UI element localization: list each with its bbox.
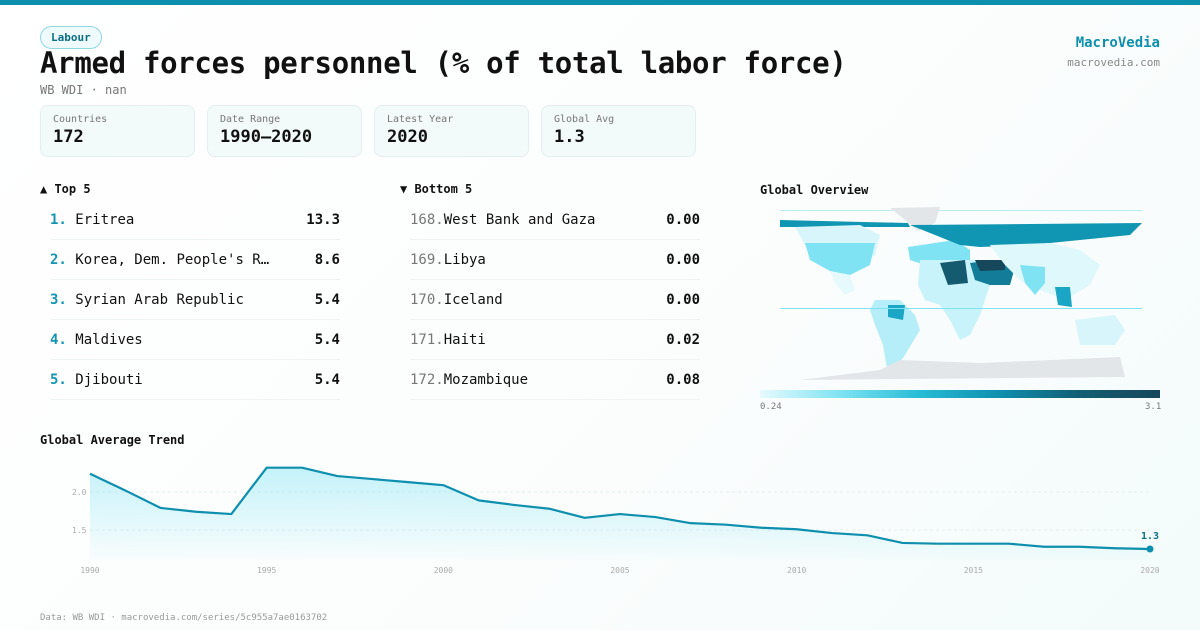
rank: 3. bbox=[50, 292, 67, 308]
country-value: 5.4 bbox=[314, 372, 340, 388]
stat-label: Countries bbox=[53, 114, 108, 125]
country-name: Haiti bbox=[443, 332, 486, 348]
rank: 169. bbox=[410, 252, 444, 268]
africa bbox=[918, 260, 990, 340]
country-value: 13.3 bbox=[306, 212, 340, 228]
x-tick-label: 1990 bbox=[80, 566, 99, 575]
country-name: Libya bbox=[443, 252, 486, 268]
syria-iraq bbox=[975, 260, 1005, 271]
trend-chart: 1.5 2.0 1990 1995 2000 2005 2010 2015 2020 1.3 bbox=[72, 466, 1160, 575]
country-value: 5.4 bbox=[314, 292, 340, 308]
stat-value: 1.3 bbox=[554, 127, 585, 147]
stat-value: 1990–2020 bbox=[220, 127, 313, 147]
country-value: 0.08 bbox=[666, 372, 700, 388]
country-value: 0.00 bbox=[666, 212, 700, 228]
stat-card-global-avg: Global Avg 1.3 bbox=[541, 105, 696, 157]
country-name: Korea, Dem. People's R… bbox=[75, 252, 270, 268]
country-name: Djibouti bbox=[75, 372, 143, 388]
rank: 170. bbox=[410, 292, 444, 308]
map-heading: Global Overview bbox=[760, 183, 869, 197]
list-item[interactable]: 3. Syrian Arab Republic 5.4 bbox=[50, 280, 340, 320]
list-item[interactable]: 172.Mozambique 0.08 bbox=[410, 360, 700, 400]
top-5-heading: ▲ Top 5 bbox=[40, 182, 91, 196]
x-tick-label: 2000 bbox=[434, 566, 453, 575]
map-artifact-line bbox=[780, 308, 1142, 309]
country-value: 8.6 bbox=[314, 252, 340, 268]
list-item[interactable]: 4. Maldives 5.4 bbox=[50, 320, 340, 360]
southeast-asia bbox=[1055, 287, 1072, 307]
rank: 4. bbox=[50, 332, 67, 348]
country-value: 5.4 bbox=[314, 332, 340, 348]
x-tick-label: 2015 bbox=[964, 566, 983, 575]
rank: 1. bbox=[50, 212, 67, 228]
list-item[interactable]: 1. Eritrea 13.3 bbox=[50, 200, 340, 240]
india bbox=[1020, 265, 1045, 295]
country-name: Mozambique bbox=[443, 372, 529, 388]
stat-value: 172 bbox=[53, 127, 84, 147]
stat-card-countries: Countries 172 bbox=[40, 105, 195, 157]
legend-min: 0.24 bbox=[760, 402, 782, 412]
country-name: West Bank and Gaza bbox=[443, 212, 596, 228]
rank: 2. bbox=[50, 252, 67, 268]
category-tag[interactable]: Labour bbox=[40, 26, 102, 49]
brand-logo[interactable]: MacroVedia bbox=[1075, 35, 1160, 51]
stat-label: Latest Year bbox=[387, 114, 454, 125]
trend-chart-title: Global Average Trend bbox=[40, 433, 185, 447]
world-map bbox=[780, 207, 1142, 380]
footer-source: Data: WB WDI · macrovedia.com/series/5c9… bbox=[40, 613, 328, 623]
country-name: Syrian Arab Republic bbox=[75, 292, 244, 308]
rank: 172. bbox=[410, 372, 444, 388]
list-item[interactable]: 169.Libya 0.00 bbox=[410, 240, 700, 280]
x-tick-label: 1995 bbox=[257, 566, 276, 575]
page-subtitle: WB WDI · nan bbox=[40, 83, 127, 97]
algeria bbox=[940, 260, 968, 285]
rank: 5. bbox=[50, 372, 67, 388]
legend-max: 3.1 bbox=[1145, 402, 1162, 412]
rank: 171. bbox=[410, 332, 444, 348]
y-tick-label: 1.5 bbox=[72, 526, 87, 535]
stat-label: Date Range bbox=[220, 114, 281, 125]
country-value: 0.02 bbox=[666, 332, 700, 348]
russia-strip-west bbox=[780, 220, 910, 227]
stat-card-latest-year: Latest Year 2020 bbox=[374, 105, 529, 157]
stat-value: 2020 bbox=[387, 127, 428, 147]
australia bbox=[1075, 315, 1125, 345]
usa bbox=[805, 243, 875, 275]
x-tick-label: 2020 bbox=[1140, 566, 1159, 575]
x-tick-label: 2010 bbox=[787, 566, 806, 575]
map-artifact-line bbox=[780, 210, 1142, 211]
country-name: Eritrea bbox=[75, 212, 135, 228]
color-scale-legend bbox=[760, 390, 1160, 398]
south-america bbox=[870, 300, 920, 375]
stat-label: Global Avg bbox=[554, 114, 615, 125]
list-item[interactable]: 2. Korea, Dem. People's R… 8.6 bbox=[50, 240, 340, 280]
top-accent-bar bbox=[0, 0, 1200, 5]
stat-card-date-range: Date Range 1990–2020 bbox=[207, 105, 362, 157]
list-item[interactable]: 168.West Bank and Gaza 0.00 bbox=[410, 200, 700, 240]
mexico bbox=[830, 271, 855, 295]
x-tick-label: 2005 bbox=[610, 566, 629, 575]
country-value: 0.00 bbox=[666, 292, 700, 308]
y-tick-label: 2.0 bbox=[72, 488, 87, 497]
russia bbox=[910, 223, 1142, 247]
brand-url[interactable]: macrovedia.com bbox=[1067, 56, 1160, 69]
list-item[interactable]: 170.Iceland 0.00 bbox=[410, 280, 700, 320]
trend-area bbox=[90, 467, 1150, 560]
rank: 168. bbox=[410, 212, 444, 228]
country-value: 0.00 bbox=[666, 252, 700, 268]
country-name: Maldives bbox=[75, 332, 143, 348]
list-item[interactable]: 5. Djibouti 5.4 bbox=[50, 360, 340, 400]
antarctica bbox=[800, 357, 1125, 380]
bottom-5-heading: ▼ Bottom 5 bbox=[400, 182, 473, 196]
latest-value-label: 1.3 bbox=[1141, 531, 1159, 542]
page-title: Armed forces personnel (% of total labor… bbox=[40, 46, 847, 80]
country-name: Iceland bbox=[443, 292, 503, 308]
latest-point-marker bbox=[1146, 545, 1154, 553]
list-item[interactable]: 171.Haiti 0.02 bbox=[410, 320, 700, 360]
